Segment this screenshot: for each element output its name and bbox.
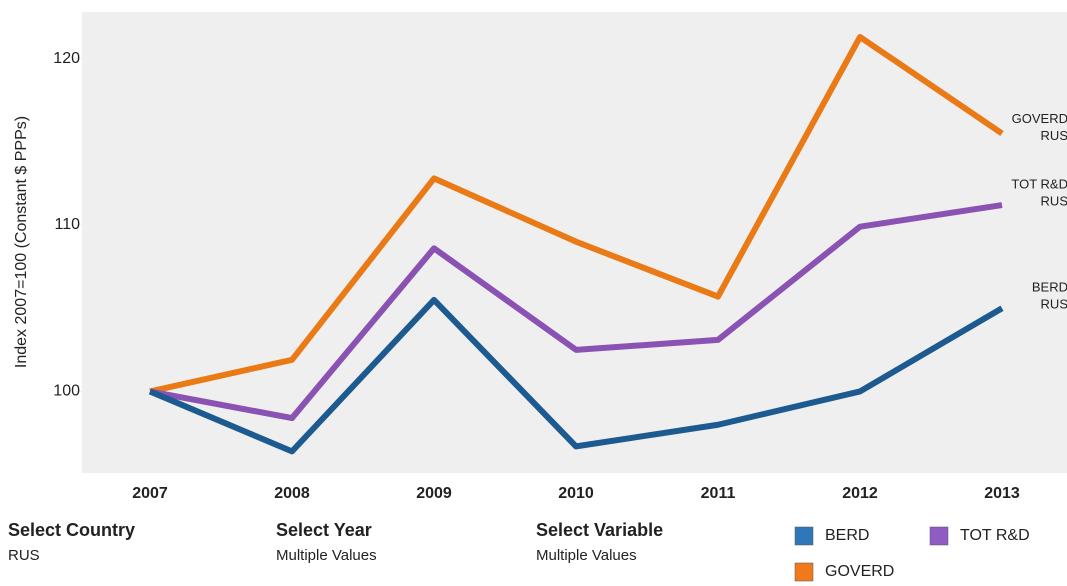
x-tick-label: 2008 [274,485,310,502]
x-tick-label: 2010 [558,485,594,502]
legend-swatch [794,562,814,582]
legend-swatch [929,526,949,546]
x-tick-label: 2012 [842,485,878,502]
end-label: RUS [1041,128,1067,143]
legend-label: BERD [825,527,869,544]
x-tick-label: 2009 [416,485,452,502]
y-tick-label: 100 [53,383,80,400]
filter-title[interactable]: Select Year [276,520,372,540]
x-tick-label: 2011 [701,485,736,502]
legend-swatch [794,526,814,546]
series-line [149,202,1003,422]
filter-value[interactable]: Multiple Values [536,547,637,564]
y-tick-label: 110 [54,216,80,233]
end-label: TOT R&D [1011,176,1067,191]
x-tick-label: 2013 [984,485,1020,502]
end-label: BERD [1032,280,1067,295]
filter-value[interactable]: Multiple Values [276,547,377,564]
end-label: GOVERD [1012,111,1067,126]
legend-label: GOVERD [825,563,894,580]
filter-title[interactable]: Select Country [8,520,135,540]
x-tick-label: 2007 [132,485,168,502]
legend-label: TOT R&D [960,527,1030,544]
end-label: RUS [1041,193,1067,208]
y-tick-label: 120 [53,50,80,67]
filter-title[interactable]: Select Variable [536,520,663,540]
y-axis-label: Index 2007=100 (Constant $ PPPs) [13,116,30,368]
series-line [149,33,1004,395]
filter-value[interactable]: RUS [8,547,40,564]
end-label: RUS [1041,297,1067,312]
series-line [148,296,1004,455]
